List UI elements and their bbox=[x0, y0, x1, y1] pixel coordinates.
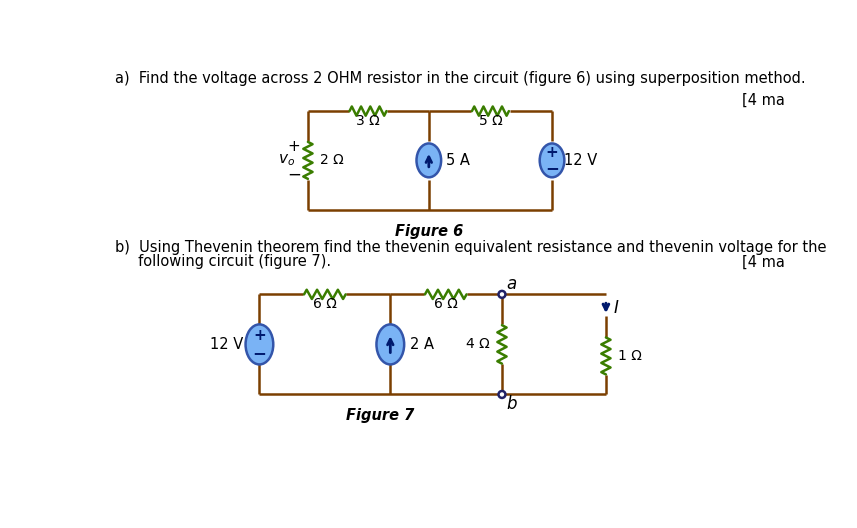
Text: +: + bbox=[546, 145, 559, 161]
Circle shape bbox=[499, 291, 506, 298]
Ellipse shape bbox=[376, 324, 405, 364]
Text: Figure 6: Figure 6 bbox=[395, 223, 464, 239]
Text: 3 Ω: 3 Ω bbox=[357, 114, 380, 128]
Text: following circuit (figure 7).: following circuit (figure 7). bbox=[115, 254, 331, 269]
Text: a: a bbox=[506, 275, 517, 294]
Text: −: − bbox=[287, 165, 301, 183]
Text: 12 V: 12 V bbox=[211, 337, 243, 352]
Text: −: − bbox=[253, 344, 267, 362]
Text: $v_o$: $v_o$ bbox=[278, 153, 295, 168]
Text: +: + bbox=[253, 328, 266, 343]
Text: 6 Ω: 6 Ω bbox=[434, 297, 458, 312]
Text: [4 ma: [4 ma bbox=[742, 254, 785, 269]
Text: 5 Ω: 5 Ω bbox=[478, 114, 502, 128]
Circle shape bbox=[499, 391, 506, 398]
Text: 1 Ω: 1 Ω bbox=[618, 349, 642, 363]
Ellipse shape bbox=[417, 144, 441, 177]
Text: 2 A: 2 A bbox=[410, 337, 434, 352]
Text: I: I bbox=[614, 299, 619, 317]
Text: Figure 7: Figure 7 bbox=[346, 408, 415, 423]
Text: −: − bbox=[545, 159, 559, 177]
Text: b)  Using Thevenin theorem find the thevenin equivalent resistance and thevenin : b) Using Thevenin theorem find the theve… bbox=[115, 240, 826, 256]
Text: 5 A: 5 A bbox=[446, 153, 470, 168]
Text: 2 Ω: 2 Ω bbox=[321, 153, 344, 167]
Ellipse shape bbox=[246, 324, 273, 364]
Text: 4 Ω: 4 Ω bbox=[466, 337, 489, 352]
Text: b: b bbox=[506, 395, 517, 413]
Text: [4 ma: [4 ma bbox=[742, 92, 785, 108]
Ellipse shape bbox=[540, 144, 565, 177]
Text: +: + bbox=[288, 139, 301, 154]
Text: a)  Find the voltage across 2 OHM resistor in the circuit (figure 6) using super: a) Find the voltage across 2 OHM resisto… bbox=[115, 71, 806, 86]
Text: 6 Ω: 6 Ω bbox=[313, 297, 337, 312]
Text: 12 V: 12 V bbox=[564, 153, 596, 168]
